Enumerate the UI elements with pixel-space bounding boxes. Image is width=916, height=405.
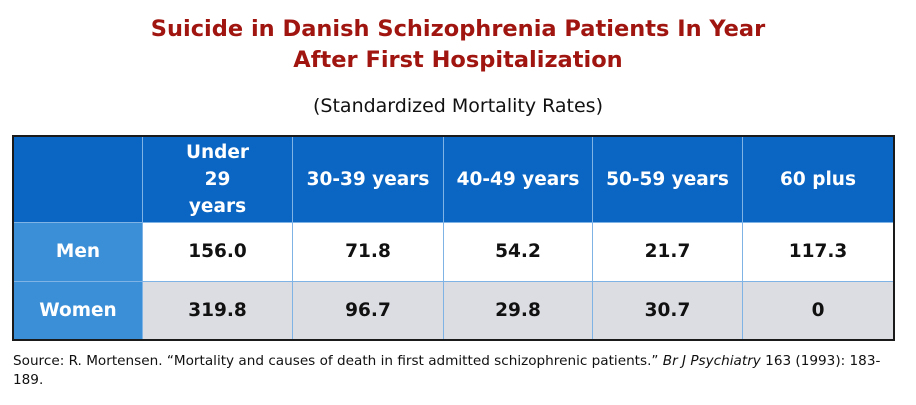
source-prefix: Source: R. Mortensen. “Mortality and cau…: [13, 353, 663, 369]
table-cell: 71.8: [292, 222, 444, 282]
table-cell: 30.7: [592, 280, 743, 340]
source-citation: Source: R. Mortensen. “Mortality and cau…: [13, 352, 901, 390]
header-label: Under 29 years: [185, 142, 250, 217]
table-cell: 0: [742, 280, 894, 340]
table-cell: 96.7: [292, 280, 444, 340]
journal-name: Br J Psychiatry: [662, 353, 761, 369]
table-row: Men 156.0 71.8 54.2 21.7 117.3: [13, 222, 894, 282]
table-cell: 319.8: [142, 280, 293, 340]
table-cell: 21.7: [592, 222, 743, 282]
table-cell: 117.3: [742, 222, 894, 282]
header-cell: 40-49 years: [443, 136, 593, 223]
table-cell: 29.8: [443, 280, 593, 340]
header-cell: 30-39 years: [292, 136, 444, 223]
header-cell: 60 plus: [742, 136, 894, 223]
page-title: Suicide in Danish Schizophrenia Patients…: [0, 14, 916, 76]
title-line-2: After First Hospitalization: [293, 47, 623, 73]
mortality-table: Under 29 years 30-39 years 40-49 years 5…: [12, 135, 895, 341]
header-cell: Under 29 years: [142, 136, 293, 223]
header-corner-cell: [13, 136, 143, 223]
source-suffix: 163 (1993): 183-189.: [13, 353, 881, 388]
table-header-row: Under 29 years 30-39 years 40-49 years 5…: [13, 136, 894, 223]
table-cell: 54.2: [443, 222, 593, 282]
subtitle: (Standardized Mortality Rates): [313, 95, 603, 117]
row-label: Women: [13, 280, 143, 340]
table-cell: 156.0: [142, 222, 293, 282]
header-cell: 50-59 years: [592, 136, 743, 223]
title-line-1: Suicide in Danish Schizophrenia Patients…: [150, 16, 766, 42]
row-label: Men: [13, 222, 143, 282]
table-row: Women 319.8 96.7 29.8 30.7 0: [13, 280, 894, 340]
